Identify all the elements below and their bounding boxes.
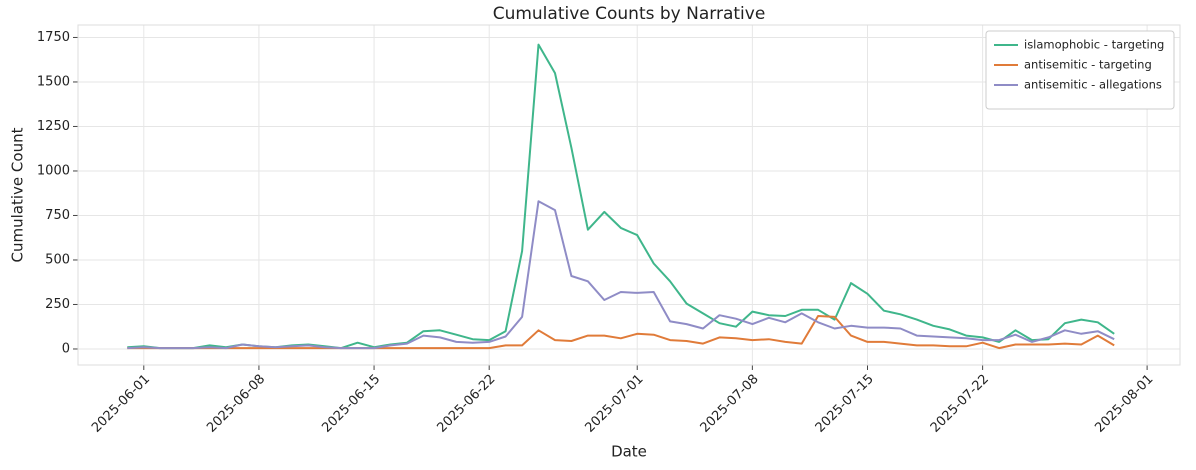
- series-line: [127, 315, 1115, 350]
- y-tick-label: 250: [45, 297, 70, 312]
- x-tick-label: 2025-06-15: [319, 372, 383, 436]
- x-tick-label: 2025-07-15: [813, 372, 877, 436]
- plot-frame: [77, 24, 1181, 366]
- series-line: [127, 200, 1115, 350]
- legend-box: [985, 30, 1175, 110]
- y-tick-label: 1500: [37, 74, 70, 89]
- x-tick-label: 2025-06-01: [89, 372, 153, 436]
- x-tick-label: 2025-08-01: [1092, 372, 1156, 436]
- y-tick-label: 750: [45, 208, 70, 223]
- x-tick-label: 2025-07-08: [698, 372, 762, 436]
- y-tick-label: 1750: [37, 30, 70, 45]
- x-tick-label: 2025-06-08: [204, 372, 268, 436]
- y-axis-label: Cumulative Count: [9, 127, 27, 262]
- y-tick-label: 500: [45, 252, 70, 267]
- x-axis-label: Date: [611, 443, 647, 461]
- y-tick-label: 1000: [37, 163, 70, 178]
- x-tick-label: 2025-07-22: [928, 372, 992, 436]
- x-tick-label: 2025-07-01: [582, 372, 646, 436]
- y-tick-label: 1250: [37, 119, 70, 134]
- x-tick-label: 2025-06-22: [434, 372, 498, 436]
- chart-title: Cumulative Counts by Narrative: [493, 4, 766, 24]
- series-line: [127, 43, 1115, 350]
- legend-label: islamophobic - targeting: [1024, 38, 1164, 52]
- legend-label: antisemitic - targeting: [1024, 58, 1152, 72]
- legend-label: antisemitic - allegations: [1024, 78, 1162, 92]
- y-tick-label: 0: [62, 341, 70, 356]
